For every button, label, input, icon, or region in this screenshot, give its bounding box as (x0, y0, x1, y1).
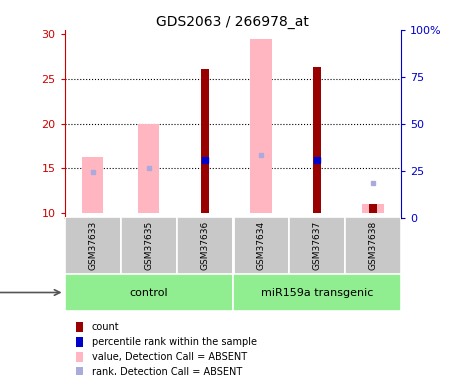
Text: GSM37633: GSM37633 (88, 221, 97, 270)
Text: GSM37636: GSM37636 (200, 221, 209, 270)
Bar (177, 217, 233, 274)
Bar (76, 352, 83, 362)
Bar (362, 204, 384, 213)
Bar (138, 124, 160, 213)
Text: control: control (130, 288, 168, 297)
Text: miR159a transgenic: miR159a transgenic (261, 288, 373, 297)
Text: percentile rank within the sample: percentile rank within the sample (92, 337, 257, 347)
Text: GSM37634: GSM37634 (256, 221, 266, 270)
Bar (289, 217, 345, 274)
Bar (65, 274, 233, 311)
Bar (201, 69, 209, 213)
Text: GSM37638: GSM37638 (368, 221, 378, 270)
Text: count: count (92, 322, 119, 332)
Bar (76, 322, 83, 332)
Bar (345, 217, 401, 274)
Bar (233, 217, 289, 274)
Bar (76, 337, 83, 347)
Bar (369, 204, 377, 213)
Bar (65, 217, 121, 274)
Text: rank, Detection Call = ABSENT: rank, Detection Call = ABSENT (92, 367, 242, 375)
Bar (121, 217, 177, 274)
Bar (76, 367, 83, 375)
Bar (250, 39, 272, 213)
Text: value, Detection Call = ABSENT: value, Detection Call = ABSENT (92, 352, 247, 362)
Bar (233, 274, 401, 311)
Text: GSM37637: GSM37637 (313, 221, 321, 270)
Bar (82, 157, 103, 213)
Text: GSM37635: GSM37635 (144, 221, 153, 270)
Bar (313, 68, 321, 213)
Title: GDS2063 / 266978_at: GDS2063 / 266978_at (156, 15, 309, 29)
